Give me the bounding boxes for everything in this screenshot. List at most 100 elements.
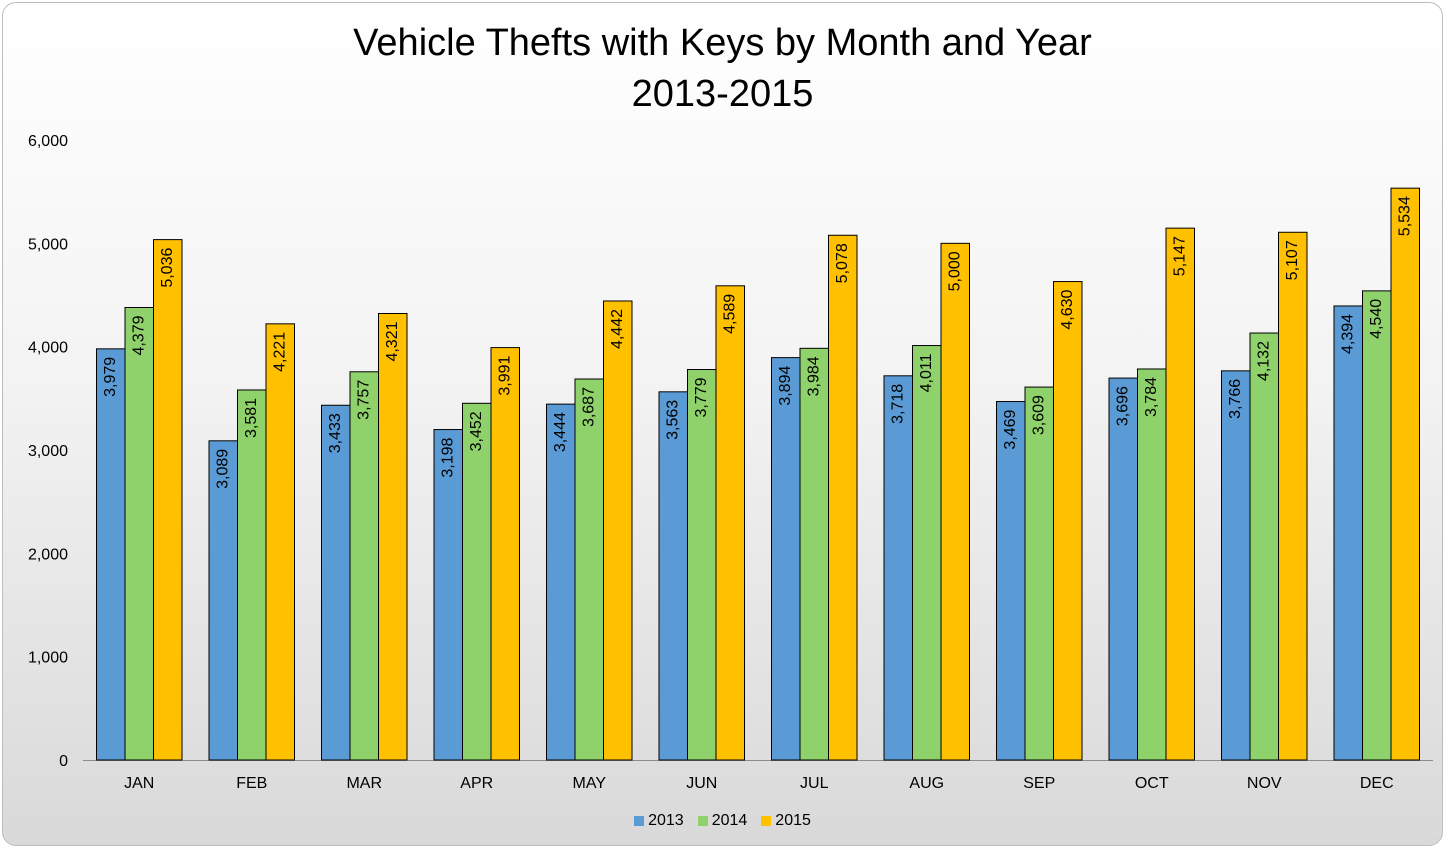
bar-2015-mar [378, 312, 408, 761]
bar-2015-apr [490, 347, 520, 761]
data-label-2015-nov: 5,107 [1284, 240, 1301, 280]
legend: 2013 2014 2015 [0, 812, 1445, 830]
data-label-2015-may: 4,442 [609, 309, 626, 349]
data-label-2015-sep: 4,630 [1059, 289, 1076, 329]
data-label-2014-jul: 3,984 [806, 356, 823, 396]
bar-2013-jul [771, 357, 801, 761]
data-label-2013-jan: 3,979 [102, 357, 119, 397]
bar-2015-jul [828, 234, 858, 761]
y-tick-label: 1,000 [28, 650, 68, 667]
bar-2015-oct [1165, 227, 1195, 761]
data-label-2014-feb: 3,581 [243, 398, 260, 438]
bar-2015-may [603, 300, 633, 761]
bar-2014-may [574, 378, 604, 761]
legend-label-2014: 2014 [711, 812, 748, 829]
bar-2014-sep [1024, 386, 1054, 761]
bar-2014-oct [1137, 368, 1167, 761]
data-label-2014-jun: 3,779 [693, 377, 710, 417]
data-label-2013-may: 3,444 [552, 412, 569, 452]
x-tick-label-jan: JAN [124, 775, 154, 792]
legend-item-2014: 2014 [697, 812, 748, 830]
x-tick-label-feb: FEB [236, 775, 267, 792]
x-tick-label-may: MAY [573, 775, 607, 792]
bar-2014-dec [1362, 290, 1392, 761]
x-tick-label-jun: JUN [686, 775, 717, 792]
data-label-2014-oct: 3,784 [1143, 377, 1160, 417]
bar-2015-feb [265, 323, 295, 761]
bar-2013-may [546, 403, 576, 761]
data-label-2015-feb: 4,221 [272, 332, 289, 372]
bar-2014-aug [912, 345, 942, 761]
data-label-2013-feb: 3,089 [215, 449, 232, 489]
bar-2013-mar [321, 404, 351, 761]
bar-2013-feb [208, 440, 238, 761]
bar-2014-nov [1249, 332, 1279, 761]
data-label-2013-jun: 3,563 [665, 400, 682, 440]
data-label-2015-dec: 5,534 [1397, 196, 1414, 236]
data-label-2014-sep: 3,609 [1031, 395, 1048, 435]
data-label-2013-oct: 3,696 [1115, 386, 1132, 426]
legend-swatch-2014 [697, 816, 708, 826]
data-label-2013-mar: 3,433 [327, 413, 344, 453]
legend-swatch-2015 [761, 816, 772, 826]
bar-2014-mar [349, 371, 379, 761]
bar-2013-oct [1108, 377, 1138, 761]
bar-2013-aug [883, 375, 913, 761]
data-label-2014-may: 3,687 [581, 387, 598, 427]
bar-2014-jan [124, 307, 154, 761]
data-label-2014-apr: 3,452 [468, 411, 485, 451]
data-label-2014-jan: 4,379 [131, 315, 148, 355]
x-tick-label-apr: APR [460, 775, 493, 792]
y-tick-label: 4,000 [28, 340, 68, 357]
data-label-2013-jul: 3,894 [777, 366, 794, 406]
x-tick-label-oct: OCT [1135, 775, 1169, 792]
data-label-2014-mar: 3,757 [356, 380, 373, 420]
data-label-2015-mar: 4,321 [384, 321, 401, 361]
x-tick-label-sep: SEP [1023, 775, 1055, 792]
legend-item-2013: 2013 [634, 812, 684, 830]
data-label-2015-jun: 4,589 [722, 294, 739, 334]
data-label-2013-nov: 3,766 [1227, 379, 1244, 419]
bar-2015-dec [1390, 187, 1420, 761]
legend-swatch-2013 [634, 816, 645, 826]
chart-title: Vehicle Thefts with Keys by Month and Ye… [353, 22, 1092, 64]
data-label-2015-oct: 5,147 [1172, 236, 1189, 276]
bar-2015-aug [940, 242, 970, 761]
data-label-2014-aug: 4,011 [918, 353, 935, 392]
bar-2013-dec [1333, 305, 1363, 761]
data-label-2013-dec: 4,394 [1340, 314, 1357, 354]
y-tick-label: 6,000 [28, 133, 68, 150]
x-tick-label-mar: MAR [346, 775, 382, 792]
data-label-2013-apr: 3,198 [440, 437, 457, 477]
data-label-2014-nov: 4,132 [1256, 341, 1273, 381]
bar-2015-nov [1278, 231, 1308, 761]
legend-item-2015: 2015 [761, 812, 811, 830]
y-tick-label: 2,000 [28, 546, 68, 563]
chart-subtitle: 2013-2015 [631, 73, 814, 115]
bar-2014-jul [799, 347, 829, 761]
data-label-2014-dec: 4,540 [1368, 299, 1385, 339]
bar-2015-jun [715, 285, 745, 761]
bar-2013-sep [996, 401, 1026, 761]
bar-2013-jan [96, 348, 126, 761]
bar-2015-jan [153, 239, 183, 761]
data-label-2015-jan: 5,036 [159, 248, 176, 288]
data-label-2015-aug: 5,000 [947, 251, 964, 291]
data-label-2013-sep: 3,469 [1002, 409, 1019, 449]
bar-2013-apr [433, 429, 463, 761]
legend-label-2015: 2015 [775, 812, 811, 829]
x-tick-label-nov: NOV [1247, 775, 1282, 792]
bar-2015-sep [1053, 281, 1083, 761]
legend-label-2013: 2013 [648, 812, 684, 829]
data-label-2015-jul: 5,078 [834, 243, 851, 283]
y-tick-label: 5,000 [28, 236, 68, 253]
bar-2014-apr [462, 402, 492, 761]
x-tick-label-dec: DEC [1360, 775, 1394, 792]
data-label-2015-apr: 3,991 [497, 356, 514, 396]
y-tick-label: 3,000 [28, 443, 68, 460]
x-tick-label-aug: AUG [909, 775, 944, 792]
bar-2013-jun [658, 391, 688, 761]
bar-2013-nov [1221, 370, 1251, 761]
bar-2014-feb [237, 389, 267, 761]
